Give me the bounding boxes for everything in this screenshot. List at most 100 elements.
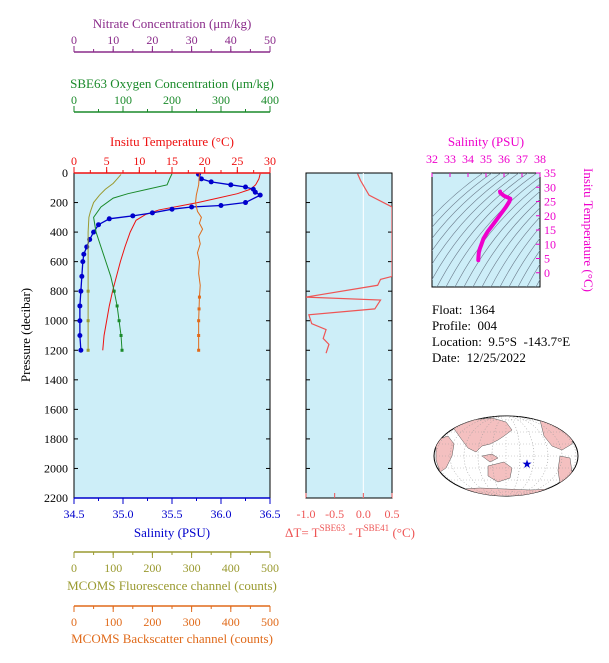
salinity-point [130, 213, 136, 219]
oxygen-profile-line [93, 173, 173, 351]
pressure-tick-label: 400 [50, 225, 68, 239]
backscatter-tick-label: 100 [104, 615, 122, 629]
ts-density-contour [445, 176, 540, 287]
nitrate-tick-label: 40 [225, 33, 237, 47]
ts-density-contour [535, 278, 540, 287]
ts-y-tick-label: 15 [544, 223, 556, 237]
backscatter-tick-label: 500 [261, 615, 279, 629]
salinity-axis-label: Salinity (PSU) [134, 525, 210, 540]
ts-density-contour [432, 173, 529, 281]
salinity-point [257, 192, 263, 198]
oxygen-axis: 0 100 200 300 400 [71, 93, 279, 113]
temperature-tick-label: 20 [199, 154, 211, 168]
main-plot-ticks: 0 200 400 600 800 1000 1200 1400 1600 1800 2000 220… [44, 166, 270, 505]
ts-x-tick-label: 32 [426, 152, 438, 166]
ts-density-contour [432, 173, 493, 228]
map-meridian [449, 416, 563, 496]
salinity-point [79, 273, 85, 279]
salinity-point [78, 288, 84, 294]
fluorescence-point [86, 348, 90, 352]
pressure-tick-label: 2000 [44, 461, 68, 475]
ts-y-tick-label: 20 [544, 209, 556, 223]
ts-y-tick-label: 30 [544, 180, 556, 194]
backscatter-point [197, 319, 201, 323]
pressure-tick-label: 1800 [44, 432, 68, 446]
oxygen-tick-label: 300 [212, 93, 230, 107]
profile-row: Profile: 004 [432, 318, 570, 334]
fluorescence-tick-label: 300 [183, 561, 201, 575]
ts-x-tick-label: 33 [444, 152, 456, 166]
ts-density-contour [463, 191, 540, 287]
ts-density-contour [432, 173, 502, 239]
ts-density-contour [549, 163, 609, 297]
ts-series [476, 189, 513, 263]
fluorescence-tick-label: 400 [222, 561, 240, 575]
backscatter-axis: 0 100 200 300 400 500 [71, 605, 279, 629]
salinity-point [77, 318, 83, 324]
ts-y-tick-label: 0 [544, 266, 550, 280]
pressure-tick-label: 1600 [44, 402, 68, 416]
salinity-point [81, 251, 87, 257]
backscatter-tick-label: 200 [143, 615, 161, 629]
pressure-axis-label: Pressure (decibar) [18, 288, 33, 382]
pressure-tick-label: 1200 [44, 343, 68, 357]
delta-t-axis-label: ΔT= TSBE63 - TSBE41 (°C) [285, 523, 415, 540]
map-meridian [491, 416, 521, 496]
pressure-tick-label: 1000 [44, 314, 68, 328]
salinity-point [198, 176, 204, 182]
salinity-point [106, 216, 112, 222]
fluorescence-tick-label: 200 [143, 561, 161, 575]
float-row: Float: 1364 [432, 302, 570, 318]
oxygen-tick-label: 100 [114, 93, 132, 107]
fluorescence-axis: 0 100 200 300 400 500 [71, 551, 279, 575]
pressure-tick-label: 600 [50, 255, 68, 269]
delta-t-tick-label: -0.5 [325, 507, 344, 521]
salinity-point [77, 303, 83, 309]
map-meridian [477, 416, 535, 496]
salinity-tick-label: 35.0 [113, 507, 134, 521]
temperature-tick-label: 30 [264, 154, 276, 168]
ts-x-tick-label: 35 [480, 152, 492, 166]
profile-value: 004 [477, 318, 498, 333]
fluorescence-point [86, 289, 90, 293]
nitrate-axis: 0 10 20 30 40 50 [71, 33, 276, 53]
salinity-tick-label: 36.0 [211, 507, 232, 521]
salinity-point [96, 222, 101, 228]
delta-t-tick-label: 0.5 [385, 507, 400, 521]
backscatter-tick-label: 400 [222, 615, 240, 629]
ts-y-tick-label: 10 [544, 237, 556, 251]
ts-x-tick-label: 37 [516, 152, 528, 166]
oxygen-point [119, 334, 123, 337]
temperature-axis: 0 5 10 15 20 25 30 [71, 154, 276, 174]
ts-density-contour [481, 207, 540, 287]
salinity-point [189, 204, 195, 210]
salinity-point [218, 203, 224, 208]
date-value: 12/25/2022 [466, 350, 526, 365]
backscatter-tick-label: 0 [71, 615, 77, 629]
backscatter-tick-label: 300 [183, 615, 201, 629]
ts-density-contours [432, 163, 609, 297]
salinity-point [169, 206, 175, 212]
fluorescence-axis-label: MCOMS Fluorescence channel (counts) [67, 578, 277, 593]
salinity-tick-label: 36.5 [260, 507, 281, 521]
float-label: Float: [432, 302, 463, 317]
temperature-tick-label: 10 [133, 154, 145, 168]
salinity-point [243, 200, 248, 206]
ts-density-contour [490, 216, 540, 287]
delta-t-series [306, 173, 392, 354]
backscatter-axis-label: MCOMS Backscatter channel (counts) [71, 631, 273, 646]
map-meridian [463, 416, 549, 496]
ts-density-contour [454, 183, 540, 287]
ts-density-contour [517, 250, 540, 287]
delta-t-ticks: -1.0 -0.5 0.0 0.5 [297, 172, 400, 521]
float-info: Float: 1364 Profile: 004 Location: 9.5°S… [432, 302, 570, 366]
date-label: Date: [432, 350, 461, 365]
ts-line [476, 189, 513, 263]
main-plot-background [73, 172, 271, 499]
backscatter-point [197, 348, 201, 352]
oxygen-point [112, 289, 116, 293]
salinity-point [78, 347, 84, 353]
salinity-axis: 34.5 35.0 35.5 36.0 36.5 [64, 497, 281, 521]
